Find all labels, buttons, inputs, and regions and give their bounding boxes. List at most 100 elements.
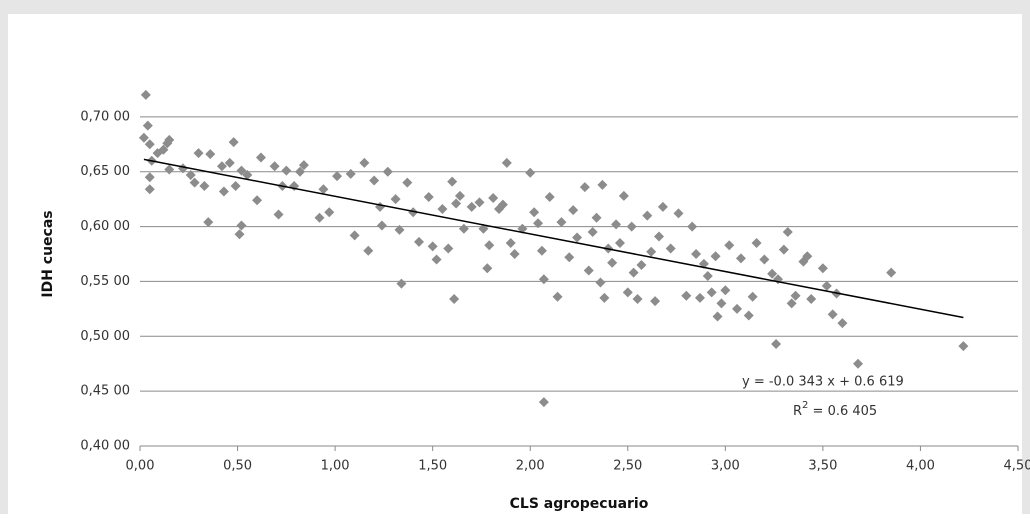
- x-tick-label: 4,50: [1004, 459, 1030, 474]
- y-axis-title: IDH cuecas: [40, 210, 56, 297]
- point: [673, 208, 684, 219]
- point: [144, 184, 155, 195]
- point: [724, 240, 735, 251]
- point: [408, 207, 419, 218]
- point: [376, 220, 387, 231]
- point: [564, 252, 575, 263]
- point: [324, 207, 335, 218]
- point: [437, 204, 448, 215]
- point: [458, 223, 469, 234]
- point: [294, 166, 305, 177]
- point: [382, 166, 393, 177]
- point: [778, 244, 789, 255]
- point: [556, 217, 567, 228]
- point: [710, 251, 721, 262]
- point: [607, 257, 618, 268]
- point: [203, 217, 214, 228]
- point: [552, 291, 563, 302]
- point: [536, 245, 547, 256]
- x-axis-title: CLS agropecuario: [510, 496, 649, 512]
- x-tick-label: 0,00: [126, 459, 155, 474]
- point: [252, 195, 263, 206]
- point: [443, 243, 454, 254]
- point: [751, 238, 762, 249]
- x-tick-label: 2,00: [516, 459, 545, 474]
- point: [538, 274, 549, 285]
- point: [454, 190, 465, 201]
- point: [595, 277, 606, 288]
- point: [579, 182, 590, 193]
- point: [509, 249, 520, 259]
- point: [687, 221, 698, 232]
- point: [138, 132, 149, 143]
- point: [817, 263, 828, 274]
- point: [525, 167, 536, 178]
- point: [314, 212, 325, 223]
- point: [538, 397, 549, 408]
- point: [431, 254, 442, 265]
- point: [747, 291, 758, 302]
- point: [501, 157, 512, 168]
- r-squared: R2 = 0.6 405: [793, 400, 877, 419]
- point: [853, 358, 864, 369]
- point: [369, 175, 380, 186]
- point: [281, 165, 292, 176]
- point: [488, 193, 499, 204]
- point: [642, 210, 653, 221]
- point: [449, 293, 460, 304]
- point: [611, 219, 622, 230]
- point: [427, 241, 438, 252]
- point: [390, 194, 401, 205]
- y-tick-label: 0,60 00: [80, 219, 130, 234]
- point: [269, 161, 280, 172]
- point: [735, 253, 746, 264]
- point: [505, 238, 516, 249]
- point: [332, 171, 343, 182]
- point: [497, 199, 508, 210]
- point: [720, 285, 731, 296]
- point: [236, 165, 247, 176]
- point: [402, 177, 413, 188]
- y-tick-label: 0,45 00: [80, 384, 130, 399]
- point: [614, 238, 625, 249]
- point: [702, 270, 713, 281]
- r-squared-rest: = 0.6 405: [808, 404, 877, 419]
- r-squared-sup: 2: [802, 400, 808, 411]
- point: [199, 180, 210, 191]
- point: [484, 240, 495, 251]
- point: [162, 138, 173, 149]
- point: [140, 89, 151, 100]
- point: [622, 287, 633, 298]
- point: [205, 149, 216, 160]
- y-tick-label: 0,70 00: [80, 109, 130, 124]
- point: [591, 212, 602, 223]
- point: [706, 287, 717, 298]
- point: [599, 292, 610, 303]
- point: [694, 292, 705, 303]
- point: [958, 341, 969, 352]
- point: [359, 157, 370, 168]
- point: [587, 227, 598, 238]
- x-tick-label: 3,50: [808, 459, 837, 474]
- point: [396, 278, 407, 289]
- panel: [8, 14, 1022, 514]
- point: [653, 231, 664, 242]
- point: [242, 170, 253, 181]
- point: [189, 177, 200, 188]
- point: [466, 201, 477, 212]
- point: [158, 144, 169, 155]
- point: [821, 280, 832, 291]
- point: [597, 179, 608, 190]
- point: [743, 310, 754, 321]
- point: [626, 221, 637, 232]
- r-squared-base: R: [793, 404, 802, 419]
- point: [394, 224, 405, 235]
- point: [767, 268, 778, 279]
- point: [224, 157, 235, 168]
- point: [665, 243, 676, 254]
- x-tick-label: 0,50: [223, 459, 252, 474]
- point: [414, 236, 425, 247]
- point: [583, 265, 594, 276]
- point: [185, 170, 196, 181]
